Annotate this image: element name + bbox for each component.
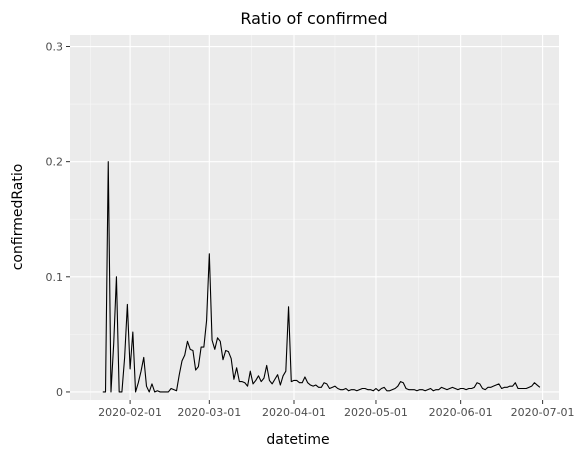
x-axis: 2020-02-01 2020-03-01 2020-04-01 2020-05-01… [98,400,575,419]
chart-title: Ratio of confirmed [240,9,387,28]
grid-minor [70,35,559,400]
x-tick-label: 2020-07-01 [511,406,575,419]
x-tick-label: 2020-05-01 [344,406,408,419]
series-layer [102,161,541,393]
y-axis: 0 0.1 0.2 0.3 [46,41,70,399]
y-axis-title: confirmedRatio [10,164,26,271]
x-tick-label: 2020-06-01 [429,406,493,419]
series-line [102,161,541,393]
y-tick-label: 0 [56,386,63,399]
y-tick-label: 0.2 [46,156,64,169]
x-axis-title: datetime [266,432,329,448]
x-tick-label: 2020-02-01 [98,406,162,419]
x-tick-label: 2020-03-01 [177,406,241,419]
x-tick-label: 2020-04-01 [262,406,326,419]
grid-major [70,35,559,400]
panel-background [70,35,559,400]
y-tick-label: 0.3 [46,41,64,54]
y-tick-label: 0.1 [46,271,64,284]
